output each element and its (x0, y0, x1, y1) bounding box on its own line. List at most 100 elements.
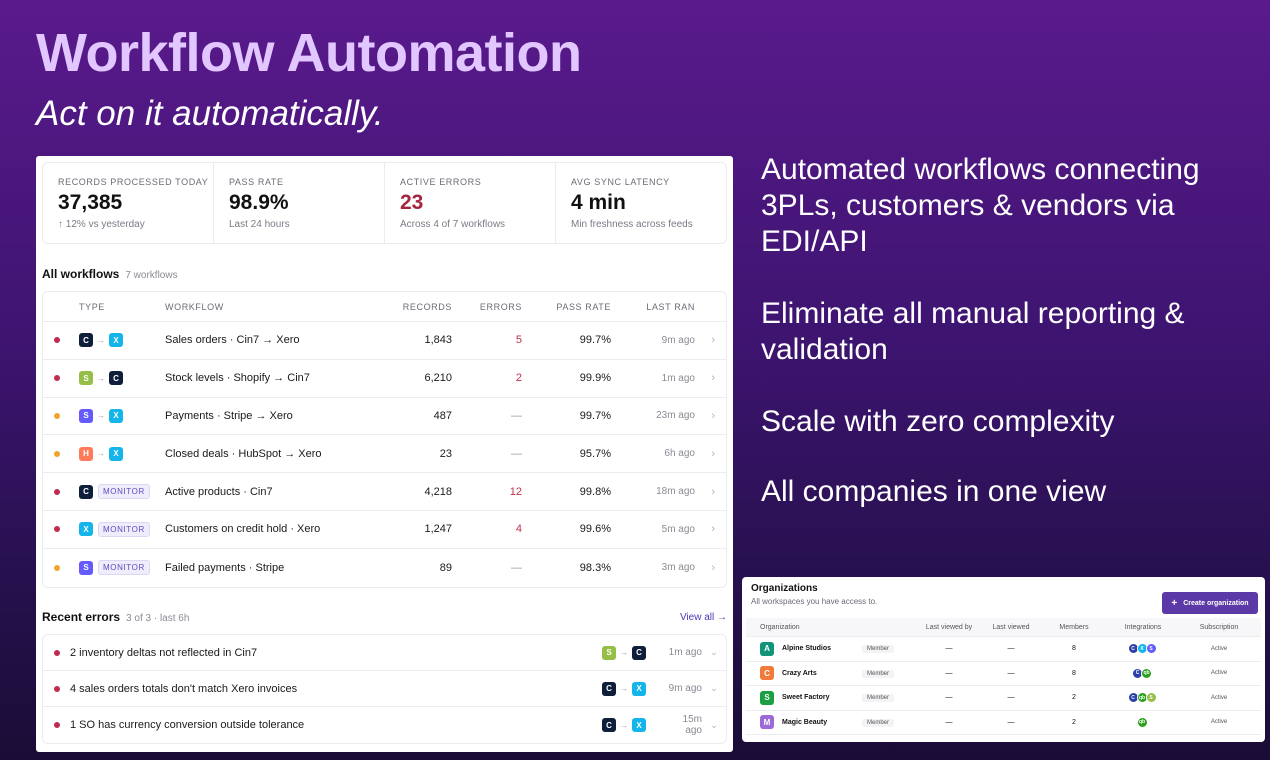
table-row[interactable]: M Magic Beauty Member — — 2 qb Active (746, 711, 1261, 735)
organization-cell: M Magic Beauty (746, 715, 862, 730)
feature-bullets: Automated workflows connecting 3PLs, cus… (761, 152, 1261, 548)
source-icon: C (602, 718, 616, 732)
errors-value: 5 (515, 334, 522, 347)
members-count: 2 (1072, 718, 1076, 726)
stat-label: RECORDS PROCESSED TODAY (58, 177, 209, 187)
records-value: 6,210 (424, 372, 452, 385)
arrow-icon: → (97, 335, 105, 345)
last-viewed-by: — (945, 669, 953, 677)
destination-icon: C (632, 645, 646, 660)
type-cell: S → X (71, 408, 165, 423)
workflow-name: Failed payments · Stripe (165, 561, 285, 574)
table-row[interactable]: C → X Sales orders · Cin7 → Xero 1,843 5 99.7%… (43, 322, 726, 360)
last-ran-value: 5m ago (661, 523, 695, 535)
arrow-icon: → (97, 449, 105, 459)
chevron-down-icon[interactable]: ⌄ (710, 647, 718, 657)
stat-value: 23 (400, 191, 424, 214)
avatar: C (760, 666, 774, 681)
destination-icon: C (109, 371, 123, 386)
workflow-dashboard: RECORDS PROCESSED TODAY 37,385 ↑ 12% vs … (36, 156, 733, 752)
stat-label: PASS RATE (229, 177, 284, 187)
organization-name[interactable]: Alpine Studios (782, 645, 831, 653)
last-viewed-by: — (945, 645, 953, 653)
type-cell: S MONITOR (71, 560, 165, 576)
error-text: 4 sales orders totals don't match Xero i… (70, 682, 298, 695)
list-item[interactable]: 4 sales orders totals don't match Xero i… (43, 671, 726, 707)
table-row[interactable]: S MONITOR Failed payments · Stripe 89 — 98.3%… (43, 549, 726, 587)
stat-sub: ↑ 12% vs yesterday (58, 219, 145, 230)
organization-name[interactable]: Sweet Factory (782, 694, 830, 702)
pass-rate-value: 99.6% (579, 523, 611, 536)
col-workflow: WORKFLOW (165, 301, 224, 312)
stat-sub: Last 24 hours (229, 219, 290, 230)
status-dot (54, 375, 60, 382)
stat-value: 98.9% (229, 191, 289, 214)
pass-rate-value: 95.7% (579, 447, 611, 460)
status-dot (54, 649, 60, 656)
col-errors: ERRORS (479, 301, 522, 312)
members-count: 2 (1072, 694, 1076, 702)
errors-value: 12 (509, 485, 522, 498)
workflows-title: All workflows (42, 267, 120, 281)
pass-rate-value: 98.3% (579, 561, 611, 574)
workflow-name: Stock levels · Shopify → Cin7 (165, 372, 310, 385)
subscription-status: Active (1210, 645, 1228, 652)
list-item[interactable]: 1 SO has currency conversion outside tol… (43, 707, 726, 743)
monitor-badge: MONITOR (98, 560, 150, 576)
chevron-down-icon[interactable]: ⌄ (710, 683, 718, 693)
stat-pass-rate: PASS RATE 98.9% Last 24 hours (214, 163, 385, 243)
pass-rate-value: 99.9% (579, 372, 611, 385)
organization-cell: S Sweet Factory (746, 690, 862, 705)
integration-badges: C → X (602, 681, 646, 696)
role-cell: Member (862, 718, 918, 727)
table-row[interactable]: X MONITOR Customers on credit hold · Xero 1… (43, 511, 726, 549)
arrow-icon: → (97, 411, 105, 421)
bullet-4: All companies in one view (761, 475, 1107, 508)
last-ran-value: 23m ago (656, 410, 695, 422)
stat-label: AVG SYNC LATENCY (571, 177, 670, 187)
monitor-badge: MONITOR (98, 484, 150, 500)
arrow-icon: → (620, 684, 628, 693)
last-viewed-by: — (945, 694, 953, 702)
qb-icon: qb (1141, 667, 1152, 679)
errors-value: — (511, 447, 522, 460)
last-viewed: — (1007, 718, 1015, 726)
organization-name[interactable]: Magic Beauty (782, 718, 828, 726)
avatar: A (760, 641, 774, 656)
pass-rate-value: 99.7% (579, 334, 611, 347)
list-item[interactable]: 2 inventory deltas not reflected in Cin7… (43, 635, 726, 671)
last-viewed: — (1007, 669, 1015, 677)
organization-cell: C Crazy Arts (746, 666, 862, 681)
create-organization-button[interactable]: + Create organization (1162, 592, 1258, 614)
pass-rate-value: 99.8% (579, 485, 611, 498)
shopify-icon: S (1145, 692, 1157, 704)
stat-value: 4 min (571, 191, 626, 214)
destination-icon: X (632, 718, 646, 732)
pass-rate-value: 99.7% (579, 409, 611, 422)
organization-name[interactable]: Crazy Arts (782, 669, 817, 677)
organizations-panel: Organizations All workspaces you have ac… (742, 577, 1265, 742)
table-row[interactable]: H → X Closed deals · HubSpot → Xero 23 — 95.7%… (43, 435, 726, 474)
chevron-down-icon[interactable]: ⌄ (710, 719, 718, 730)
table-row[interactable]: S → C Stock levels · Shopify → Cin7 6,210 2 99… (43, 360, 726, 398)
members-count: 8 (1072, 645, 1076, 653)
table-row[interactable]: C MONITOR Active products · Cin7 4,218 12 99.… (43, 473, 726, 511)
table-row[interactable]: S → X Payments · Stripe → Xero 487 — 99.7% 23m … (43, 398, 726, 436)
stat-value: 37,385 (58, 191, 123, 214)
error-time: 1m ago (668, 647, 702, 658)
view-all-link[interactable]: View all → (679, 612, 727, 623)
errors-value: 2 (515, 372, 522, 385)
table-row[interactable]: A Alpine Studios Member — — 8 C X S Active (746, 637, 1261, 662)
status-dot (54, 450, 60, 457)
stat-label: ACTIVE ERRORS (400, 177, 482, 187)
integrations-cell: qb (1106, 716, 1180, 728)
workflow-name: Customers on credit hold · Xero (165, 523, 321, 536)
org-table-header: Organization Last viewed by Last viewed … (746, 618, 1261, 637)
recent-errors-title: Recent errors (42, 610, 121, 624)
stat-active-errors: ACTIVE ERRORS 23 Across 4 of 7 workflows (385, 163, 556, 243)
monitor-badge: MONITOR (98, 521, 150, 537)
workflow-name: Closed deals · HubSpot → Xero (165, 447, 322, 460)
